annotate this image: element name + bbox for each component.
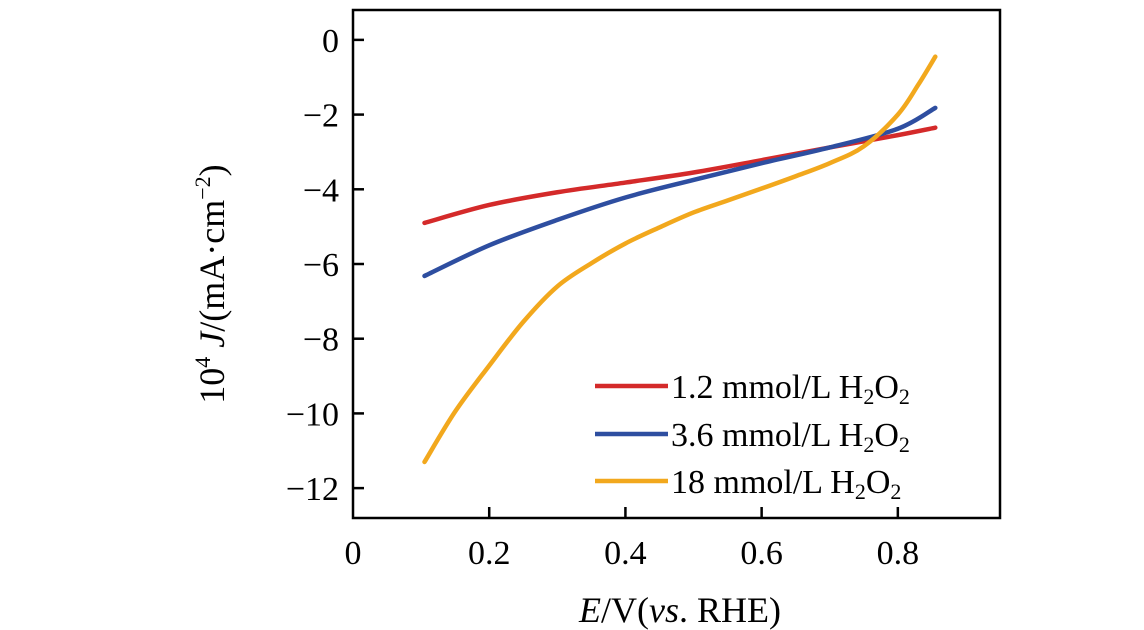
x-tick-label: 0.2 xyxy=(468,535,511,572)
x-axis-title: E/V(vs. RHE) xyxy=(578,590,781,630)
y-axis-title: 104 J/(mA·cm−2) xyxy=(190,164,232,403)
y-tick-label: −6 xyxy=(303,247,339,284)
y-axis-title-unit: /(mA·cm xyxy=(192,200,232,332)
y-axis-title-close: ) xyxy=(192,164,232,176)
x-tick-label: 0 xyxy=(345,535,362,572)
legend-label-2: 3.6 mmol/L H2O2 xyxy=(671,417,910,457)
x-axis-title-ref: vs xyxy=(649,590,679,630)
legend-label-1: 1.2 mmol/L H2O2 xyxy=(671,369,910,409)
y-axis-title-prefix: 10 xyxy=(192,368,232,404)
x-tick-label: 0.6 xyxy=(740,535,783,572)
x-axis-title-var: E xyxy=(578,590,601,630)
x-tick-label: 0.4 xyxy=(604,535,647,572)
legend: 1.2 mmol/L H2O2 3.6 mmol/L H2O2 18 mmol/L … xyxy=(595,369,910,504)
x-axis-title-unit: /V( xyxy=(601,590,649,630)
series-layer xyxy=(422,54,938,465)
series-line-2 xyxy=(422,105,938,279)
x-axis-title-rest: . RHE) xyxy=(679,590,781,630)
y-tick-label: −4 xyxy=(303,172,339,209)
y-axis-title-prefix-sup: 4 xyxy=(190,357,215,368)
y-tick-label: 0 xyxy=(322,23,339,60)
series-line-3 xyxy=(422,54,938,465)
y-axis-title-var: J xyxy=(192,330,232,348)
y-tick-label: −12 xyxy=(286,471,339,508)
y-axis-title-unit-sup: −2 xyxy=(190,176,215,199)
tick-layer: 0 0.2 0.4 0.6 0.8 0 −2 −4 −6 −8 −10 −12 xyxy=(286,23,919,572)
legend-label-3: 18 mmol/L H2O2 xyxy=(671,464,901,504)
x-tick-label: 0.8 xyxy=(877,535,920,572)
y-tick-label: −10 xyxy=(286,396,339,433)
y-tick-label: −2 xyxy=(303,98,339,135)
y-tick-label: −8 xyxy=(303,322,339,359)
